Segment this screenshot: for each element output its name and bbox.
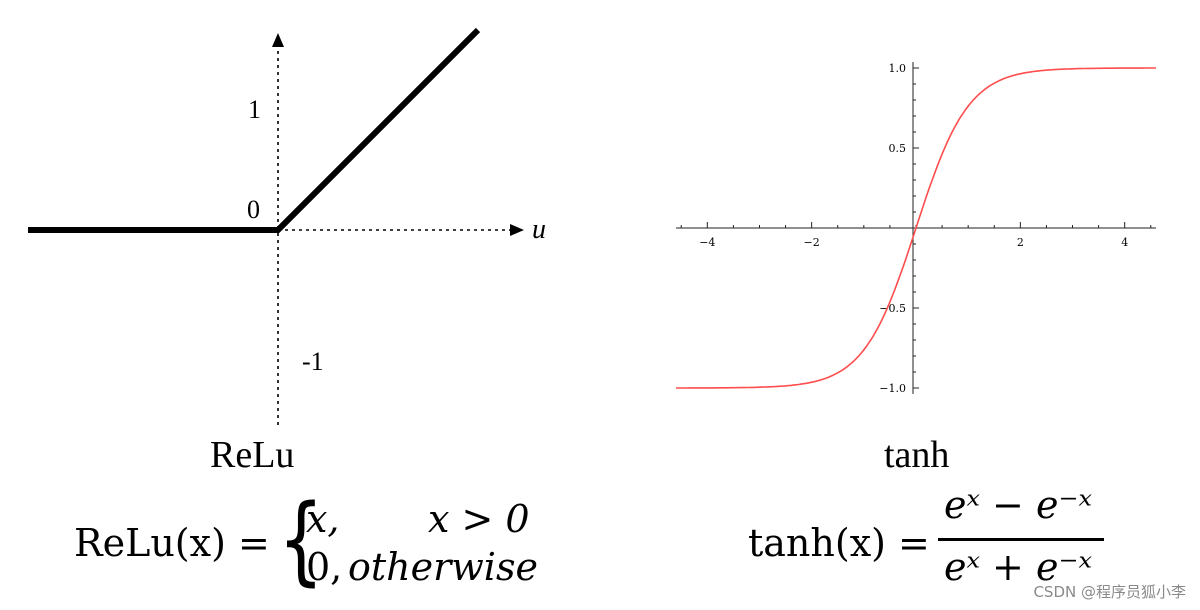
relu-ytick-neg1: -1: [302, 347, 324, 376]
tanh-ytick-label: −1.0: [879, 382, 906, 395]
tanh-xtick-label: 4: [1121, 236, 1128, 249]
tanh-series-line: [676, 67, 1156, 389]
relu-formula: ReLu(x) = { x, x > 0 0, otherwise: [74, 492, 544, 600]
tanh-formula-lhs: tanh(x) =: [748, 521, 930, 565]
relu-y-arrow-icon: [272, 33, 284, 47]
tanh-plot: −4 −2 2 4 1.0 0.5 −0.5 −1.0: [676, 62, 1156, 395]
relu-case1-value: x,: [306, 497, 340, 541]
tanh-xtick-label: −2: [804, 236, 820, 249]
tanh-formula: tanh(x) = eˣ − e⁻ˣ eˣ + e⁻ˣ: [748, 486, 1128, 596]
relu-ytick-1: 1: [248, 95, 261, 124]
relu-formula-lhs: ReLu(x) =: [74, 521, 270, 565]
tanh-denominator: eˣ + e⁻ˣ: [944, 545, 1093, 589]
relu-series-line: [28, 27, 481, 233]
relu-x-arrow-icon: [510, 224, 524, 236]
relu-xlabel: u: [532, 214, 546, 245]
relu-plot: 1 0 -1 u: [28, 27, 546, 425]
tanh-xtick-label: 2: [1017, 236, 1024, 249]
relu-case2-condition: otherwise: [348, 545, 538, 589]
tanh-numerator: eˣ − e⁻ˣ: [944, 483, 1093, 527]
relu-title: ReLu: [210, 434, 295, 476]
tanh-ytick-label: −0.5: [879, 302, 906, 315]
tanh-xtick-label: −4: [699, 236, 715, 249]
watermark: CSDN @程序员狐小李: [1033, 583, 1186, 601]
tanh-ytick-label: 1.0: [889, 62, 907, 75]
relu-case2-value: 0,: [306, 545, 343, 589]
tanh-title: tanh: [884, 434, 950, 476]
relu-brace-icon: {: [278, 484, 324, 596]
tanh-fraction-bar: [938, 538, 1104, 541]
relu-ytick-0: 0: [247, 195, 260, 224]
relu-case1-condition: x > 0: [428, 497, 530, 541]
tanh-ytick-label: 0.5: [889, 142, 907, 155]
